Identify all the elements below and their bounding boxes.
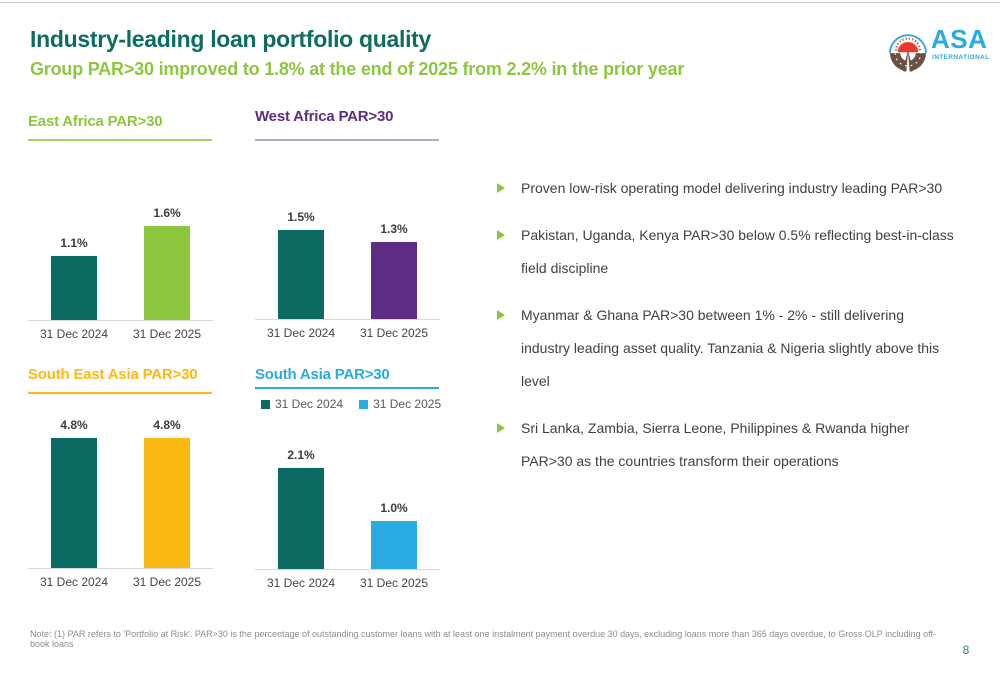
bullet-item: Proven low-risk operating model deliveri… <box>497 172 977 205</box>
chart-plot: 4.8% 4.8% <box>28 418 213 569</box>
chart-plot: 2.1% 1.0% <box>255 440 440 570</box>
bar <box>51 438 97 568</box>
chart-legend: 31 Dec 2024 31 Dec 2025 <box>261 397 441 411</box>
x-tick-label: 31 Dec 2025 <box>132 327 202 341</box>
chart-plot: 1.1% 1.6% <box>28 190 213 321</box>
chart-underline <box>255 139 439 141</box>
bullet-item: Sri Lanka, Zambia, Sierra Leone, Philipp… <box>497 412 977 478</box>
bar-value-label: 2.1% <box>287 448 315 462</box>
bullet-arrow-icon <box>497 310 505 320</box>
logo-wordmark: ASA <box>931 24 988 54</box>
chart-underline <box>255 387 439 389</box>
x-tick-label: 31 Dec 2024 <box>266 326 336 340</box>
bullet-arrow-icon <box>497 423 505 433</box>
bar-value-label: 1.1% <box>60 236 88 250</box>
chart-plot: 1.5% 1.3% <box>255 190 440 320</box>
chart-underline <box>28 392 212 394</box>
legend-item: 31 Dec 2024 <box>261 397 343 411</box>
legend-swatch <box>261 399 270 409</box>
chart-title: South East Asia PAR>30 <box>28 366 198 383</box>
bullet-text: Sri Lanka, Zambia, Sierra Leone, Philipp… <box>521 420 910 469</box>
bar <box>371 521 417 569</box>
footnote: Note: (1) PAR refers to 'Portfolio at Ri… <box>30 629 937 649</box>
x-tick-label: 31 Dec 2024 <box>39 327 109 341</box>
bullet-arrow-icon <box>497 230 505 240</box>
chart-underline <box>28 139 212 141</box>
page-title: Industry-leading loan portfolio quality <box>30 26 432 52</box>
bar-value-label: 1.6% <box>153 206 181 220</box>
chart-title: South Asia PAR>30 <box>255 366 390 383</box>
legend-swatch <box>359 399 369 409</box>
bullet-item: Pakistan, Uganda, Kenya PAR>30 below 0.5… <box>497 219 977 285</box>
chart-title: West Africa PAR>30 <box>255 108 394 125</box>
legend-label: 31 Dec 2025 <box>373 397 442 411</box>
bullet-text: Pakistan, Uganda, Kenya PAR>30 below 0.5… <box>521 227 954 276</box>
chart-title: East Africa PAR>30 <box>28 113 163 130</box>
bar <box>371 242 417 319</box>
bar <box>278 468 324 569</box>
x-tick-label: 31 Dec 2024 <box>266 576 336 590</box>
bar-value-label: 4.8% <box>153 418 181 432</box>
bar-value-label: 4.8% <box>60 418 88 432</box>
bullet-arrow-icon <box>497 183 505 193</box>
logo-wordmark-sub: INTERNATIONAL <box>932 54 990 61</box>
x-tick-label: 31 Dec 2025 <box>132 575 202 589</box>
asa-international-logo: ASA INTERNATIONAL <box>886 22 990 74</box>
bar-value-label: 1.0% <box>380 501 408 515</box>
bar <box>278 230 324 319</box>
bar-value-label: 1.3% <box>380 222 408 236</box>
bar-value-label: 1.5% <box>287 210 315 224</box>
asa-emblem-icon <box>889 34 927 72</box>
x-tick-label: 31 Dec 2024 <box>39 575 109 589</box>
bar <box>144 226 190 320</box>
bullet-text: Myanmar & Ghana PAR>30 between 1% - 2% -… <box>521 307 940 389</box>
x-tick-label: 31 Dec 2025 <box>359 576 429 590</box>
legend-item: 31 Dec 2025 <box>359 397 441 411</box>
page-subtitle: Group PAR>30 improved to 1.8% at the end… <box>30 59 685 79</box>
commentary-list: Proven low-risk operating model deliveri… <box>497 172 977 492</box>
bar <box>144 438 190 568</box>
bar <box>51 256 97 320</box>
bullet-text: Proven low-risk operating model deliveri… <box>521 180 943 196</box>
slide-top-border <box>0 2 1000 3</box>
legend-label: 31 Dec 2024 <box>275 397 344 411</box>
bullet-item: Myanmar & Ghana PAR>30 between 1% - 2% -… <box>497 299 977 398</box>
x-tick-label: 31 Dec 2025 <box>359 326 429 340</box>
page-number: 8 <box>962 643 970 657</box>
